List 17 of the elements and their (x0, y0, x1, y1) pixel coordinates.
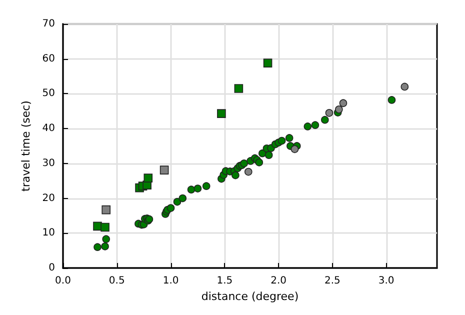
x-tick-label: 2.5 (324, 276, 340, 286)
y-axis-title: travel time (sec) (19, 100, 32, 192)
x-axis-title: distance (degree) (201, 290, 299, 303)
y-tick-label: 0 (48, 262, 55, 274)
y-tick-label: 60 (42, 53, 55, 64)
y-tick-label: 70 (42, 18, 55, 30)
y-tick-label: 40 (42, 123, 55, 134)
y-tick-label: 20 (42, 192, 55, 204)
y-tick-label: 30 (42, 158, 55, 169)
x-tick-label: 0.0 (55, 276, 71, 286)
y-tick-label: 10 (42, 228, 55, 239)
x-tick-label: 1.5 (216, 276, 233, 286)
y-tick-label: 50 (42, 88, 55, 100)
x-tick-label: 3.0 (378, 276, 394, 286)
x-tick-label: 0.5 (108, 276, 125, 286)
x-tick-label: 2.0 (270, 276, 287, 286)
x-tick-label: 1.0 (162, 276, 179, 286)
